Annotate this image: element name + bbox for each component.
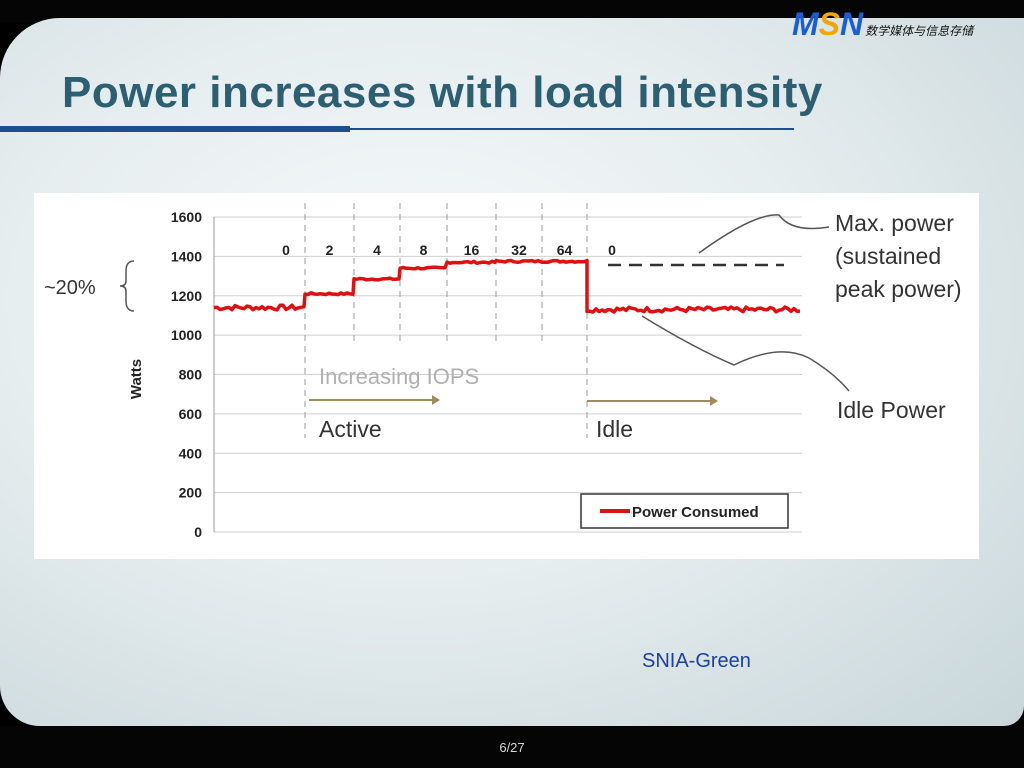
increasing-iops-label: Increasing IOPS	[319, 364, 479, 389]
y-tick-label: 200	[179, 485, 203, 501]
bracket	[119, 260, 135, 312]
active-arrow-head	[432, 395, 440, 405]
source-label: SNIA-Green	[642, 650, 751, 672]
y-tick-label: 1000	[171, 327, 202, 343]
y-tick-label: 800	[179, 367, 203, 383]
bracket-label: ~20%	[44, 277, 96, 299]
phase-label: 0	[608, 242, 616, 258]
logo-letter-m: M	[792, 6, 819, 42]
slide-title: Power increases with load intensity	[62, 68, 823, 117]
phase-label: 64	[557, 242, 573, 258]
y-tick-label: 1200	[171, 288, 202, 304]
phase-label: 32	[511, 242, 527, 258]
phase-label: 16	[464, 242, 480, 258]
series-line-power-consumed	[213, 258, 801, 314]
legend-label: Power Consumed	[632, 504, 759, 521]
title-rule-thin	[350, 128, 794, 130]
logo-letter-n: N	[840, 6, 864, 42]
y-tick-label: 1400	[171, 248, 202, 264]
y-axis-label: Watts	[128, 359, 145, 399]
y-tick-label: 400	[179, 445, 203, 461]
idle-power-label: Idle Power	[837, 397, 946, 423]
idle-power-callout-line	[641, 315, 850, 392]
bottom-bar	[0, 726, 1024, 768]
max-power-label: peak power)	[835, 276, 962, 302]
y-tick-label: 0	[194, 524, 202, 540]
idle-arrow-head	[710, 396, 718, 406]
title-rule-thick	[0, 126, 350, 132]
page-number: 6/27	[499, 740, 525, 755]
logo-subtitle: 数学媒体与信息存储	[865, 24, 974, 38]
chart-panel: 0 200 400 600 800 1000 1200 1400 1600 Watts 0 2 4 8 16…	[34, 193, 979, 559]
idle-label: Idle	[596, 416, 633, 442]
max-power-callout-line	[698, 214, 830, 254]
y-tick-label: 1600	[171, 209, 202, 225]
power-chart: 0 200 400 600 800 1000 1200 1400 1600 Watts 0 2 4 8 16…	[44, 203, 962, 540]
phase-label: 0	[282, 242, 290, 258]
msn-logo: M S N 数学媒体与信息存储	[792, 6, 973, 46]
y-tick-label: 600	[179, 406, 203, 422]
logo-letter-s: S	[818, 6, 840, 42]
phase-label: 4	[373, 242, 381, 258]
active-label: Active	[319, 416, 382, 442]
top-bar	[0, 0, 1024, 22]
phase-label: 2	[326, 242, 334, 258]
phase-label: 8	[420, 242, 428, 258]
max-power-label: (sustained	[835, 243, 941, 269]
max-power-label: Max. power	[835, 210, 954, 236]
